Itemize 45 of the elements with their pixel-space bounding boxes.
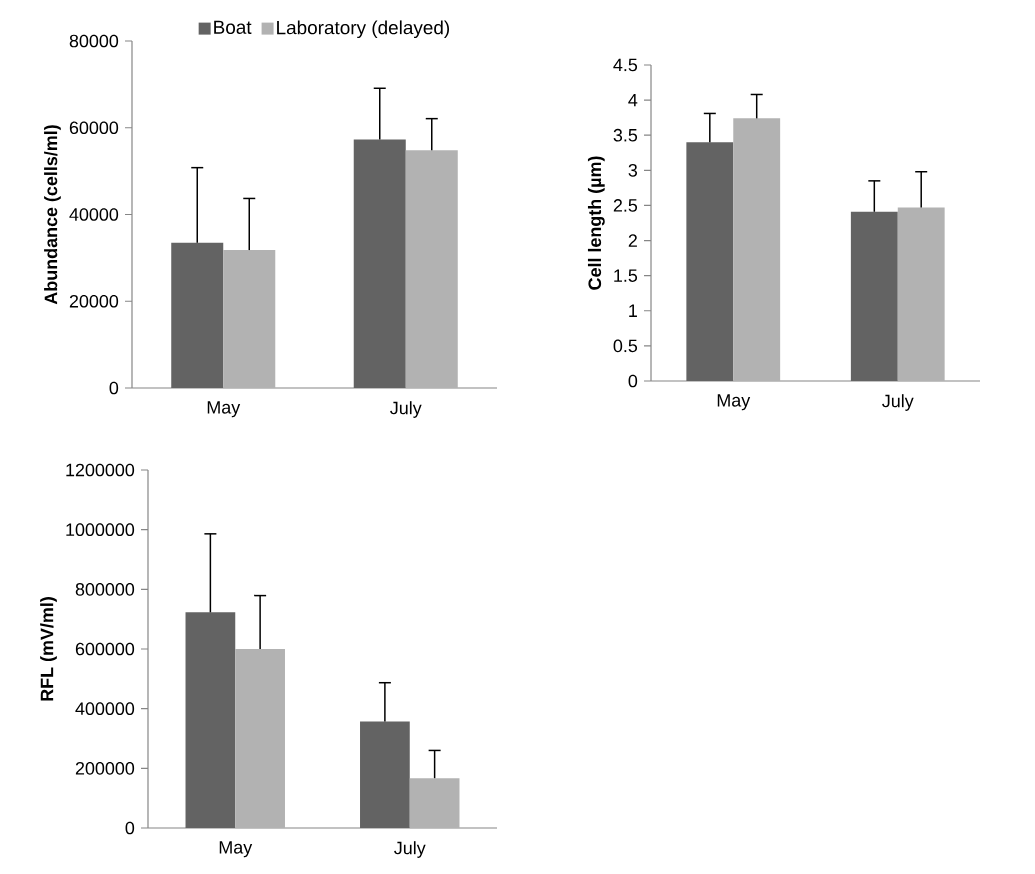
legend-label: Boat [214,20,252,34]
y-tick-label: 200000 [75,761,135,775]
bar [185,612,236,828]
bar [897,207,945,381]
y-tick-label: 0.5 [613,339,638,353]
bar [353,139,406,388]
y-tick-label: 1 [629,304,637,317]
x-tick-label: July [390,401,422,418]
bar [850,211,898,381]
y-tick-label: 1000000 [66,523,135,537]
bar [171,242,224,388]
y-tick-label: 3 [628,163,638,177]
x-tick-label: May [219,841,253,858]
y-tick-label: 0 [628,374,638,388]
x-tick-label: May [207,401,241,418]
y-axis-title: Abundance (cells/ml) [44,125,61,305]
y-tick-label: 20000 [69,294,119,308]
bar [235,649,285,828]
y-tick-label: 4 [628,93,638,107]
y-tick-label: 800000 [75,582,135,596]
y-tick-label: 0 [125,821,135,835]
y-tick-label: 0 [109,381,119,395]
x-tick-label: May [717,394,751,411]
y-tick-label: 4.5 [613,58,638,72]
y-tick-label: 2 [628,234,637,247]
bar [686,142,734,381]
y-tick-label: 3.5 [613,128,638,142]
x-tick-label: July [394,841,426,858]
y-tick-label: 1200000 [66,463,135,477]
bar [360,721,410,828]
bar [733,118,781,381]
y-tick-label: 2.5 [613,199,638,212]
y-tick-label: 400000 [75,702,135,716]
bar [223,250,276,388]
y-tick-label: 600000 [75,642,135,656]
bar [405,150,458,388]
y-tick-label: 1.5 [614,269,638,282]
y-axis-title: Cell length (µm) [587,156,605,290]
y-axis-title: RFL (mV/ml) [40,597,57,701]
y-tick-label: 80000 [69,34,119,48]
x-tick-label: July [882,394,914,411]
y-tick-label: 40000 [69,208,119,221]
y-tick-label: 60000 [69,121,119,135]
legend-label: Laboratory (delayed) [277,20,450,39]
bar [409,778,460,828]
